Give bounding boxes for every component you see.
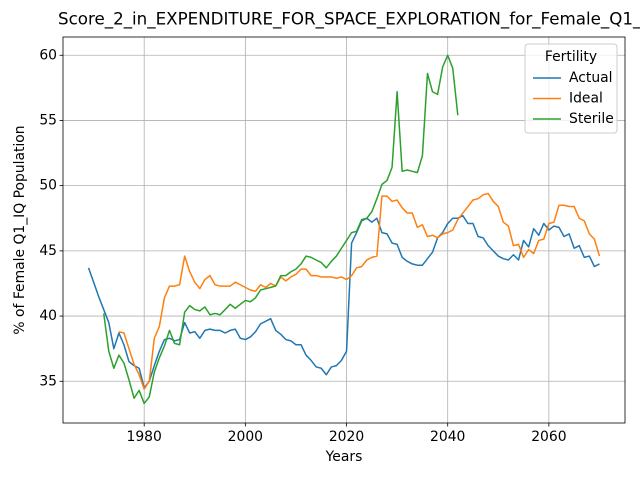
y-tick-label: 55 — [39, 112, 57, 128]
series-line — [118, 192, 601, 390]
y-tick-label: 50 — [39, 178, 57, 194]
legend-label: Actual — [569, 70, 613, 86]
y-tick-label: 35 — [39, 373, 57, 389]
legend-frame — [524, 43, 618, 134]
y-tick-label: 60 — [39, 47, 57, 63]
chart-title: Score_2_in_EXPENDITURE_FOR_SPACE_EXPLORA… — [58, 9, 640, 30]
legend-label: Sterile — [569, 111, 614, 127]
x-tick-label: 1980 — [127, 429, 162, 445]
x-tick-label: 2060 — [531, 429, 566, 445]
y-tick-label: 45 — [39, 243, 57, 259]
y-axis-label: % of Female Q1_IQ Population — [12, 125, 28, 334]
x-axis-label: Years — [325, 449, 363, 465]
plot-frame — [62, 36, 626, 424]
y-tick-label: 40 — [39, 308, 57, 324]
legend-label: Ideal — [569, 91, 603, 107]
legend-title: Fertility — [545, 49, 597, 65]
series-line — [102, 54, 459, 405]
legend: Fertility Actual Ideal Sterile — [524, 43, 618, 134]
x-tick-label: 2020 — [329, 429, 364, 445]
x-tick-label: 2000 — [228, 429, 263, 445]
x-tick-label: 2040 — [430, 429, 465, 445]
